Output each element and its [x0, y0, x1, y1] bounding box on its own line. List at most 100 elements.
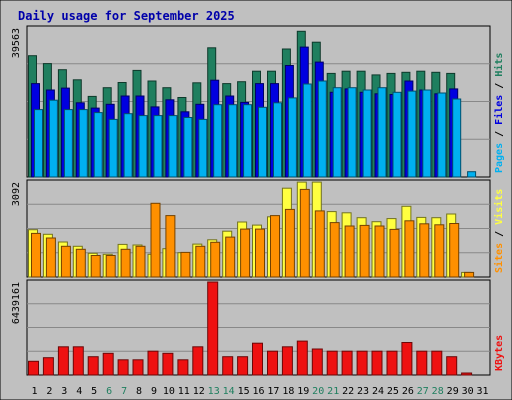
bar-sites-day-19 — [299, 188, 310, 278]
day-labels: 1 2 3 4 5 6 7 8 9 10 11 12 13 14 15 16 17 18 19 20 21 22 23 24 2… — [31, 386, 488, 397]
day-label-6: 6 — [106, 386, 112, 397]
bar-sites-day-18 — [284, 208, 295, 278]
legend-separator: / — [494, 77, 505, 95]
bar-pages-day-27 — [422, 89, 432, 178]
panel-3: 6439161 KBytes — [11, 279, 505, 376]
day-label-18: 18 — [282, 386, 294, 397]
bar-sites-day-4 — [75, 248, 86, 278]
legend-visits: Visits — [493, 189, 505, 225]
bar-kbytes-day-17 — [267, 350, 278, 376]
bar-pages-day-25 — [392, 91, 402, 178]
bar-sites-day-13 — [210, 241, 221, 278]
panel-2: 3092 Sites / Visits — [11, 179, 505, 278]
bar-pages-day-14 — [228, 104, 238, 178]
bar-sites-day-9 — [150, 202, 161, 278]
day-label-5: 5 — [91, 386, 97, 397]
day-label-12: 12 — [193, 386, 205, 397]
bar-kbytes-day-7 — [117, 359, 129, 376]
bar-sites-day-5 — [90, 255, 101, 278]
bar-sites-day-3 — [60, 245, 71, 278]
chart-title: Daily usage for September 2025 — [18, 9, 235, 23]
bar-pages-day-29 — [452, 98, 462, 178]
bar-sites-day-27 — [419, 223, 430, 278]
legend-1: Pages / Files / Hits — [493, 53, 505, 173]
legend-files: Files — [493, 95, 505, 125]
bar-kbytes-day-21 — [326, 350, 338, 376]
bar-kbytes-day-16 — [252, 342, 263, 376]
bar-sites-day-22 — [344, 225, 355, 278]
bar-kbytes-day-3 — [57, 346, 69, 376]
day-label-28: 28 — [432, 386, 444, 397]
day-label-25: 25 — [387, 386, 399, 397]
day-label-29: 29 — [447, 386, 459, 397]
bar-pages-day-6 — [108, 118, 118, 178]
day-label-8: 8 — [136, 386, 142, 397]
bar-sites-day-14 — [225, 236, 236, 278]
chart-panels: 39563 Pages / Files / Hits 3092 Sites / Vis… — [11, 25, 505, 376]
bar-kbytes-day-11 — [177, 359, 189, 376]
bar-kbytes-day-6 — [102, 352, 114, 376]
day-label-7: 7 — [121, 386, 127, 397]
bar-pages-day-11 — [183, 117, 193, 178]
bar-kbytes-day-4 — [72, 346, 84, 376]
day-label-15: 15 — [238, 386, 250, 397]
bar-pages-day-3 — [63, 109, 73, 178]
legend-2: Sites / Visits — [493, 189, 505, 273]
bar-pages-day-30 — [467, 171, 477, 178]
legend-separator: / — [494, 225, 505, 243]
day-label-23: 23 — [357, 386, 369, 397]
bar-pages-day-1 — [34, 109, 43, 178]
bar-sites-day-23 — [359, 224, 370, 278]
bar-sites-day-16 — [255, 228, 265, 278]
bar-pages-day-8 — [138, 115, 148, 178]
day-label-9: 9 — [151, 386, 157, 397]
day-label-10: 10 — [163, 386, 175, 397]
day-label-30: 30 — [462, 386, 474, 397]
bar-pages-day-21 — [332, 87, 342, 178]
day-label-2: 2 — [46, 386, 52, 397]
bar-sites-day-30 — [464, 271, 475, 278]
bar-pages-day-10 — [168, 115, 178, 178]
panel-1: 39563 Pages / Files / Hits — [11, 25, 505, 178]
bar-kbytes-day-22 — [341, 350, 353, 376]
bar-pages-day-23 — [362, 89, 372, 178]
bar-kbytes-day-14 — [222, 356, 234, 376]
day-label-11: 11 — [178, 386, 190, 397]
bar-sites-day-25 — [389, 228, 400, 278]
bar-kbytes-day-25 — [386, 350, 398, 376]
bar-pages-day-16 — [258, 106, 267, 178]
day-label-19: 19 — [297, 386, 309, 397]
bar-sites-day-20 — [314, 210, 325, 278]
bar-pages-day-12 — [198, 118, 208, 178]
bar-kbytes-day-23 — [356, 350, 368, 376]
bar-kbytes-day-18 — [281, 346, 293, 376]
bar-kbytes-day-28 — [431, 350, 443, 376]
bar-sites-day-28 — [434, 224, 445, 278]
bar-kbytes-day-24 — [371, 350, 383, 376]
bar-kbytes-day-20 — [311, 348, 323, 376]
day-label-16: 16 — [252, 386, 264, 397]
y-axis-max-label: 39563 — [11, 28, 22, 58]
legend-sites: Sites — [493, 243, 505, 273]
day-label-1: 1 — [31, 386, 37, 397]
day-label-22: 22 — [342, 386, 354, 397]
bar-kbytes-day-19 — [296, 340, 308, 376]
bar-kbytes-day-30 — [461, 372, 473, 376]
bar-pages-day-2 — [48, 99, 58, 178]
bar-kbytes-day-8 — [132, 359, 144, 376]
bar-pages-day-4 — [78, 109, 88, 178]
day-label-4: 4 — [76, 386, 82, 397]
day-label-3: 3 — [61, 386, 67, 397]
bar-sites-day-29 — [449, 223, 460, 278]
legend-3: KBytes — [494, 335, 505, 371]
bar-kbytes-day-2 — [42, 357, 54, 376]
legend-separator: / — [494, 125, 505, 143]
day-label-21: 21 — [327, 386, 339, 397]
y-axis-max-label: 3092 — [11, 182, 22, 206]
bar-kbytes-day-29 — [446, 356, 458, 376]
bar-sites-day-2 — [45, 237, 56, 278]
bar-pages-day-9 — [153, 115, 163, 178]
bar-pages-day-26 — [407, 90, 417, 178]
